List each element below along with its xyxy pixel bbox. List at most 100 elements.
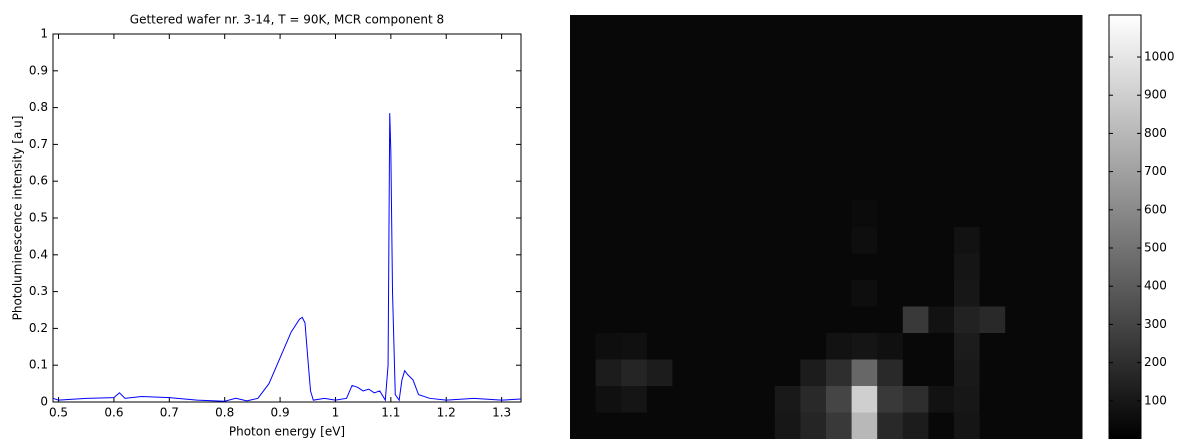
heatmap-cell: [979, 68, 1006, 95]
heatmap-cell: [902, 227, 929, 254]
heatmap-cell: [570, 68, 597, 95]
heatmap-cell: [595, 227, 622, 254]
heatmap-cell: [954, 280, 981, 307]
x-axis-label: Photon energy [eV]: [229, 425, 345, 439]
heatmap-cell: [851, 386, 878, 413]
heatmap-cell: [595, 306, 622, 334]
heatmap-cell: [698, 41, 725, 69]
heatmap-cell: [928, 41, 955, 69]
heatmap-cell: [1056, 306, 1083, 334]
heatmap-cell: [672, 306, 699, 334]
heatmap-cell: [698, 359, 725, 387]
heatmap-cell: [1030, 412, 1057, 439]
heatmap-cell: [774, 412, 801, 439]
heatmap-cell: [1056, 359, 1083, 387]
heatmap-cell: [646, 227, 673, 254]
colorbar-tick-label: 300: [1144, 317, 1167, 331]
colorbar: [1108, 14, 1142, 439]
heatmap-cell: [570, 200, 597, 228]
heatmap-cell: [672, 121, 699, 148]
heatmap-cell: [1056, 227, 1083, 254]
heatmap-cell: [774, 306, 801, 334]
heatmap-cell: [646, 147, 673, 175]
heatmap-cell: [646, 121, 673, 148]
x-tick-label: 1.3: [492, 406, 511, 420]
heatmap-cell: [570, 227, 597, 254]
colorbar-tick-label: 500: [1144, 241, 1167, 255]
heatmap-cell: [1030, 68, 1057, 95]
heatmap-cell: [774, 359, 801, 387]
heatmap-cell: [954, 253, 981, 281]
heatmap-cell: [595, 253, 622, 281]
heatmap-cell: [1056, 412, 1083, 439]
heatmap-cell: [570, 280, 597, 307]
heatmap-cell: [902, 253, 929, 281]
heatmap-cell: [1030, 174, 1057, 201]
heatmap-cell: [1005, 280, 1032, 307]
heatmap-cell: [902, 174, 929, 201]
heatmap-cell: [749, 412, 776, 439]
heatmap-cell: [1005, 386, 1032, 413]
heatmap-cell: [826, 359, 853, 387]
heatmap-cell: [749, 68, 776, 95]
y-tick-label: 1: [40, 27, 48, 41]
heatmap-cell: [1005, 15, 1032, 42]
heatmap-cell: [928, 227, 955, 254]
heatmap-cell: [749, 253, 776, 281]
y-tick-label: 0.6: [29, 174, 48, 188]
heatmap-cell: [877, 253, 904, 281]
heatmap-cell: [1056, 333, 1083, 360]
heatmap-cell: [954, 68, 981, 95]
heatmap-cell: [928, 200, 955, 228]
heatmap-cell: [570, 306, 597, 334]
heatmap-cell: [774, 227, 801, 254]
heatmap-cell: [877, 280, 904, 307]
heatmap-cell: [1056, 253, 1083, 281]
heatmap-cell: [979, 121, 1006, 148]
heatmap-cell: [774, 121, 801, 148]
heatmap-cell: [621, 333, 648, 360]
heatmap-cell: [954, 200, 981, 228]
heatmap-cell: [877, 227, 904, 254]
heatmap-cell: [774, 94, 801, 122]
heatmap-cell: [621, 147, 648, 175]
heatmap-cell: [826, 333, 853, 360]
heatmap-cell: [954, 306, 981, 334]
heatmap-cell: [698, 174, 725, 201]
heatmap-cell: [672, 412, 699, 439]
heatmap-cell: [1030, 359, 1057, 387]
heatmap-cell: [1030, 41, 1057, 69]
heatmap-cell: [672, 280, 699, 307]
heatmap-cell: [1030, 147, 1057, 175]
heatmap-cell: [723, 227, 750, 254]
heatmap-cell: [570, 386, 597, 413]
heatmap-cell: [774, 41, 801, 69]
x-tick-label: 1.1: [381, 406, 400, 420]
heatmap-cell: [621, 174, 648, 201]
heatmap-cell: [877, 121, 904, 148]
heatmap-cell: [595, 280, 622, 307]
heatmap-cell: [851, 333, 878, 360]
heatmap-cell: [954, 174, 981, 201]
heatmap-cell: [1005, 227, 1032, 254]
heatmap-cell: [749, 41, 776, 69]
heatmap-cell: [646, 333, 673, 360]
heatmap-cell: [646, 68, 673, 95]
heatmap-cell: [954, 227, 981, 254]
heatmap-cell: [774, 174, 801, 201]
x-tick-label: 1.2: [437, 406, 456, 420]
colorbar-tick-label: 800: [1144, 126, 1167, 140]
heatmap-cell: [621, 359, 648, 387]
heatmap-cell: [595, 200, 622, 228]
heatmap-cell: [723, 253, 750, 281]
heatmap-cell: [621, 94, 648, 122]
heatmap-cell: [979, 333, 1006, 360]
heatmap-cell: [698, 200, 725, 228]
heatmap-cell: [1005, 68, 1032, 95]
heatmap-cell: [723, 359, 750, 387]
heatmap-cell: [851, 15, 878, 42]
heatmap-cell: [902, 412, 929, 439]
heatmap-cell: [646, 412, 673, 439]
heatmap-cell: [1005, 147, 1032, 175]
heatmap-cell: [826, 412, 853, 439]
